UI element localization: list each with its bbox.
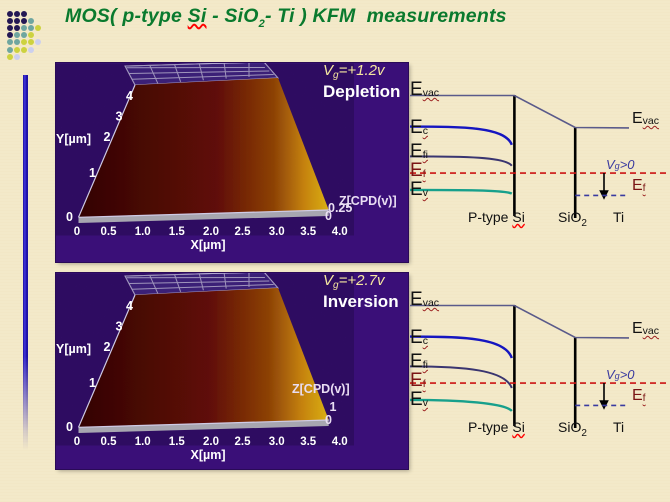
svg-text:2: 2 [104, 130, 111, 144]
svg-text:2.0: 2.0 [203, 436, 219, 448]
svg-text:1.0: 1.0 [135, 226, 151, 238]
svg-text:X[µm]: X[µm] [191, 448, 226, 462]
svg-text:1.5: 1.5 [169, 436, 186, 448]
svg-text:Vg=+2.7v: Vg=+2.7v [323, 273, 386, 291]
svg-text:4: 4 [126, 299, 133, 313]
svg-text:3.0: 3.0 [269, 226, 285, 238]
svg-text:Y[µm]: Y[µm] [56, 132, 91, 146]
svg-text:2: 2 [104, 340, 111, 354]
svg-text:Y[µm]: Y[µm] [56, 342, 91, 356]
svg-text:3.5: 3.5 [300, 436, 317, 448]
svg-text:0.5: 0.5 [101, 436, 118, 448]
svg-text:Vg=+1.2v: Vg=+1.2v [323, 63, 386, 81]
svg-text:1: 1 [330, 400, 337, 414]
svg-text:1.0: 1.0 [135, 436, 151, 448]
svg-text:1.5: 1.5 [169, 226, 186, 238]
svg-text:2.5: 2.5 [235, 226, 252, 238]
svg-text:2.5: 2.5 [235, 436, 252, 448]
svg-text:3.0: 3.0 [269, 436, 285, 448]
svg-text:0: 0 [74, 436, 80, 448]
svg-text:0: 0 [74, 226, 80, 238]
svg-text:3: 3 [116, 320, 123, 334]
svg-text:2.0: 2.0 [203, 226, 219, 238]
svg-text:1: 1 [89, 166, 96, 180]
svg-text:1: 1 [89, 376, 96, 390]
svg-text:4.0: 4.0 [332, 226, 348, 238]
svg-text:0: 0 [66, 210, 73, 224]
svg-text:3: 3 [116, 110, 123, 124]
svg-text:0.5: 0.5 [101, 226, 118, 238]
svg-text:Inversion: Inversion [323, 292, 399, 311]
svg-text:Depletion: Depletion [323, 82, 400, 101]
svg-text:0: 0 [325, 413, 332, 427]
svg-text:Z[CPD(v)]: Z[CPD(v)] [292, 382, 350, 396]
svg-text:X[µm]: X[µm] [191, 238, 226, 252]
svg-text:4: 4 [126, 89, 133, 103]
svg-text:0: 0 [66, 420, 73, 434]
svg-text:3.5: 3.5 [300, 226, 317, 238]
svg-text:4.0: 4.0 [332, 436, 348, 448]
svg-text:Z[CPD(v)]: Z[CPD(v)] [339, 194, 397, 208]
